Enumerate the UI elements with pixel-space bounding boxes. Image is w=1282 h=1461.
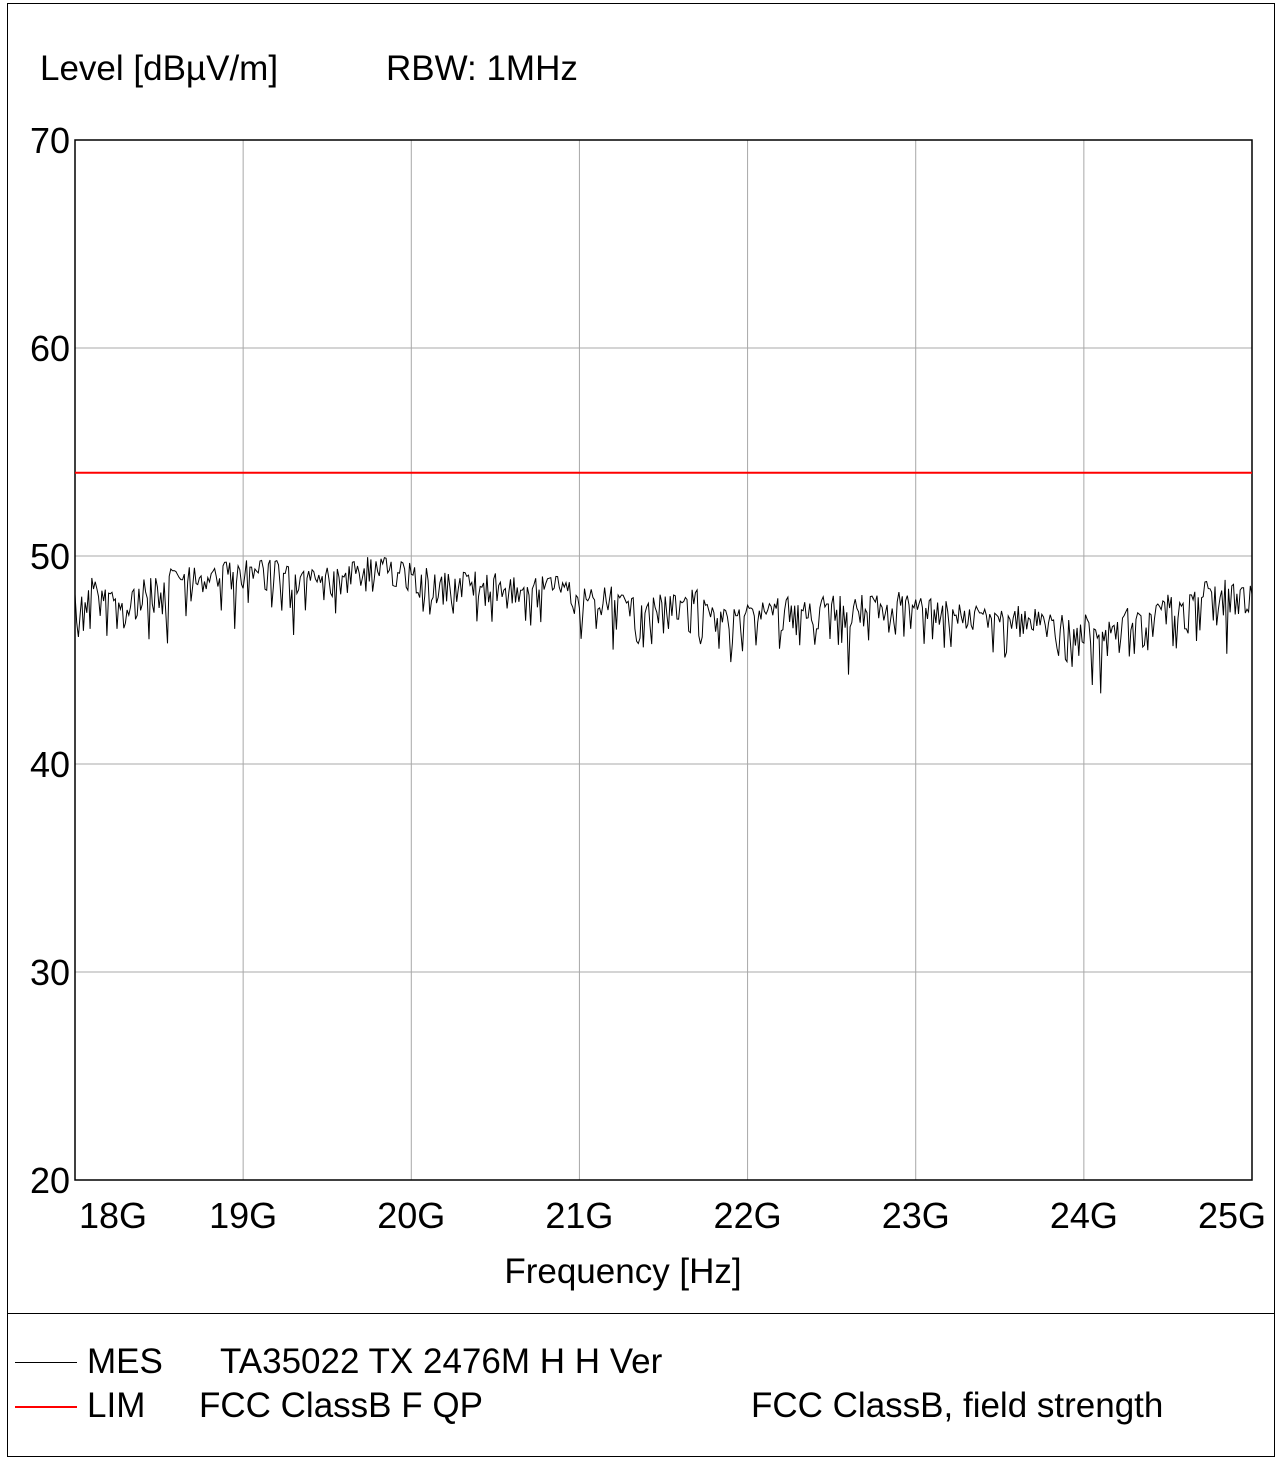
x-axis-ticks: 18G 19G 20G 21G 22G 23G 24G 25G xyxy=(79,1195,1266,1236)
x-tick-label: 24G xyxy=(1050,1195,1118,1236)
x-tick-label: 19G xyxy=(209,1195,277,1236)
x-tick-label: 21G xyxy=(545,1195,613,1236)
y-axis-ticks: 20 30 40 50 60 70 xyxy=(30,120,70,1201)
x-tick-label: 20G xyxy=(377,1195,445,1236)
legend-swatch-lim xyxy=(15,1406,77,1408)
y-tick-label: 30 xyxy=(30,952,70,993)
level-label: Level [dBµV/m] xyxy=(40,49,278,88)
legend-code: LIM xyxy=(87,1386,145,1426)
rbw-label: RBW: 1MHz xyxy=(386,49,578,88)
y-tick-label: 50 xyxy=(30,536,70,577)
x-tick-label: 23G xyxy=(882,1195,950,1236)
x-tick-label: 18G xyxy=(79,1195,147,1236)
series-layer xyxy=(75,473,1252,694)
y-tick-label: 20 xyxy=(30,1160,70,1201)
x-axis-title: Frequency [Hz] xyxy=(504,1252,741,1291)
plot-area-border xyxy=(75,140,1252,1180)
y-tick-label: 40 xyxy=(30,744,70,785)
legend-code: MES xyxy=(87,1342,163,1382)
x-tick-label: 25G xyxy=(1198,1195,1266,1236)
legend-divider xyxy=(7,1313,1275,1314)
legend-description: FCC ClassB, field strength xyxy=(751,1386,1163,1426)
legend-name: FCC ClassB F QP xyxy=(199,1386,483,1426)
y-tick-label: 60 xyxy=(30,328,70,369)
y-tick-label: 70 xyxy=(30,120,70,161)
x-tick-label: 22G xyxy=(714,1195,782,1236)
legend-name: TA35022 TX 2476M H H Ver xyxy=(220,1342,662,1382)
legend-swatch-mes xyxy=(15,1362,77,1363)
grid-lines xyxy=(75,140,1252,1180)
series-line-mes xyxy=(75,557,1252,693)
